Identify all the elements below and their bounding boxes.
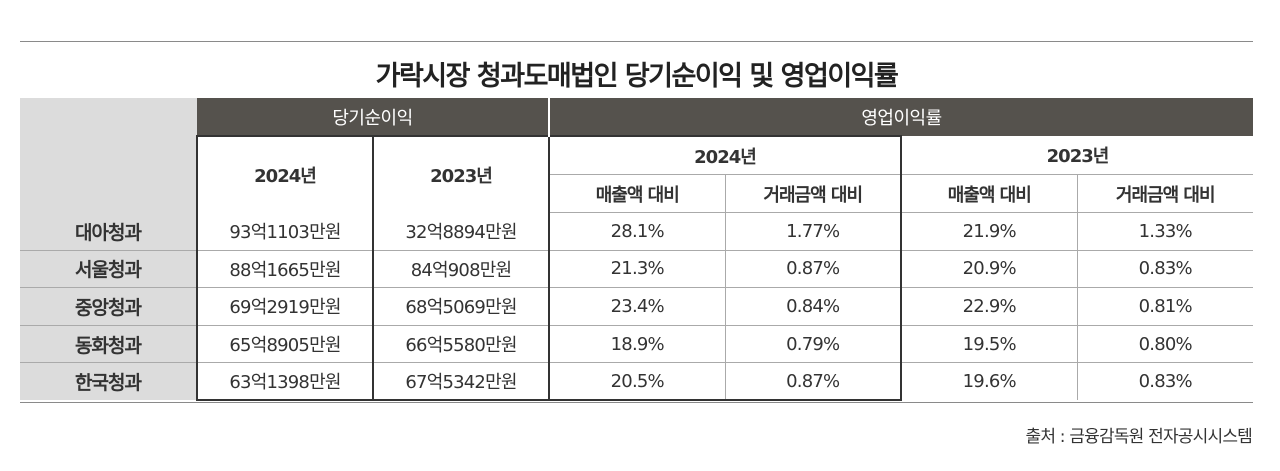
net-income-2023-cell: 66억5580만원 — [372, 325, 550, 364]
net-income-2024-cell: 63억1398만원 — [196, 362, 373, 402]
row-label: 서울청과 — [20, 250, 197, 289]
trade-ratio-2023-cell: 0.83% — [1076, 362, 1253, 401]
sales-ratio-2024-cell: 20.5% — [549, 362, 725, 402]
trade-ratio-2024-header: 거래금액 대비 — [724, 174, 902, 213]
trade-ratio-2023-cell: 0.80% — [1076, 325, 1253, 364]
net-income-2023-cell: 32억8894만원 — [372, 212, 550, 251]
sales-ratio-2023-cell: 21.9% — [901, 212, 1077, 251]
sub-header-row: 매출액 대비 거래금액 대비 매출액 대비 거래금액 대비 — [20, 174, 1253, 213]
row-label: 동화청과 — [20, 325, 197, 364]
net-income-2024-header: 2024년 — [196, 135, 373, 213]
table-bottom-rule — [20, 402, 1253, 403]
net-income-2023-cell: 68억5069만원 — [372, 287, 550, 326]
data-table: 당기순이익 영업이익률 2024년 2023년 2024년 2023년 매출액 … — [20, 98, 1253, 402]
year-header-row: 2024년 2023년 2024년 2023년 — [20, 135, 1253, 213]
group-header-row: 당기순이익 영업이익률 — [20, 98, 1253, 213]
group-operating-margin: 영업이익률 — [548, 98, 1253, 136]
row-label: 중앙청과 — [20, 287, 197, 326]
corner-cell — [20, 98, 197, 213]
sales-ratio-2024-cell: 21.3% — [549, 250, 725, 289]
net-income-2023-cell: 67억5342만원 — [372, 362, 550, 402]
top-rule — [20, 41, 1253, 42]
net-income-2024-cell: 93억1103만원 — [196, 212, 373, 251]
sales-ratio-2024-header: 매출액 대비 — [549, 174, 725, 213]
trade-ratio-2024-cell: 1.77% — [724, 212, 902, 251]
sales-ratio-2024-cell: 18.9% — [549, 325, 725, 364]
margin-2023-header: 2023년 — [901, 136, 1253, 175]
margin-2024-header: 2024년 — [549, 135, 902, 175]
sales-ratio-2023-cell: 19.5% — [901, 325, 1077, 364]
table-row: 중앙청과 69억2919만원 68억5069만원 23.4% 0.84% 22.… — [20, 287, 1253, 326]
trade-ratio-2024-cell: 0.87% — [724, 250, 902, 289]
trade-ratio-2023-cell: 0.83% — [1076, 250, 1253, 289]
sales-ratio-2024-cell: 23.4% — [549, 287, 725, 326]
page-title: 가락시장 청과도매법인 당기순이익 및 영업이익률 — [375, 61, 899, 92]
trade-ratio-2023-header: 거래금액 대비 — [1076, 174, 1253, 213]
table-row: 서울청과 88억1665만원 84억908만원 21.3% 0.87% 20.9… — [20, 250, 1253, 289]
trade-ratio-2024-cell: 0.84% — [724, 287, 902, 326]
net-income-2024-cell: 69억2919만원 — [196, 287, 373, 326]
net-income-2023-header: 2023년 — [372, 135, 550, 213]
sales-ratio-2023-header: 매출액 대비 — [901, 174, 1077, 213]
trade-ratio-2023-cell: 0.81% — [1076, 287, 1253, 326]
table-row: 동화청과 65억8905만원 66억5580만원 18.9% 0.79% 19.… — [20, 325, 1253, 364]
sales-ratio-2023-cell: 22.9% — [901, 287, 1077, 326]
group-net-income: 당기순이익 — [197, 98, 549, 136]
net-income-2023-cell: 84억908만원 — [372, 250, 550, 289]
net-income-2024-cell: 88억1665만원 — [196, 250, 373, 289]
sales-ratio-2024-cell: 28.1% — [549, 212, 725, 251]
net-income-2024-cell: 65억8905만원 — [196, 325, 373, 364]
sales-ratio-2023-cell: 20.9% — [901, 250, 1077, 289]
row-label: 대아청과 — [20, 212, 197, 251]
table-row: 대아청과 93억1103만원 32억8894만원 28.1% 1.77% 21.… — [20, 212, 1253, 251]
trade-ratio-2024-cell: 0.87% — [724, 362, 902, 402]
table-row: 한국청과 63억1398만원 67억5342만원 20.5% 0.87% 19.… — [20, 362, 1253, 402]
row-label: 한국청과 — [20, 362, 197, 401]
trade-ratio-2023-cell: 1.33% — [1076, 212, 1253, 251]
trade-ratio-2024-cell: 0.79% — [724, 325, 902, 364]
sales-ratio-2023-cell: 19.6% — [962, 371, 1017, 393]
source-note: 출처 : 금융감독원 전자공시시스템 — [1025, 427, 1253, 447]
